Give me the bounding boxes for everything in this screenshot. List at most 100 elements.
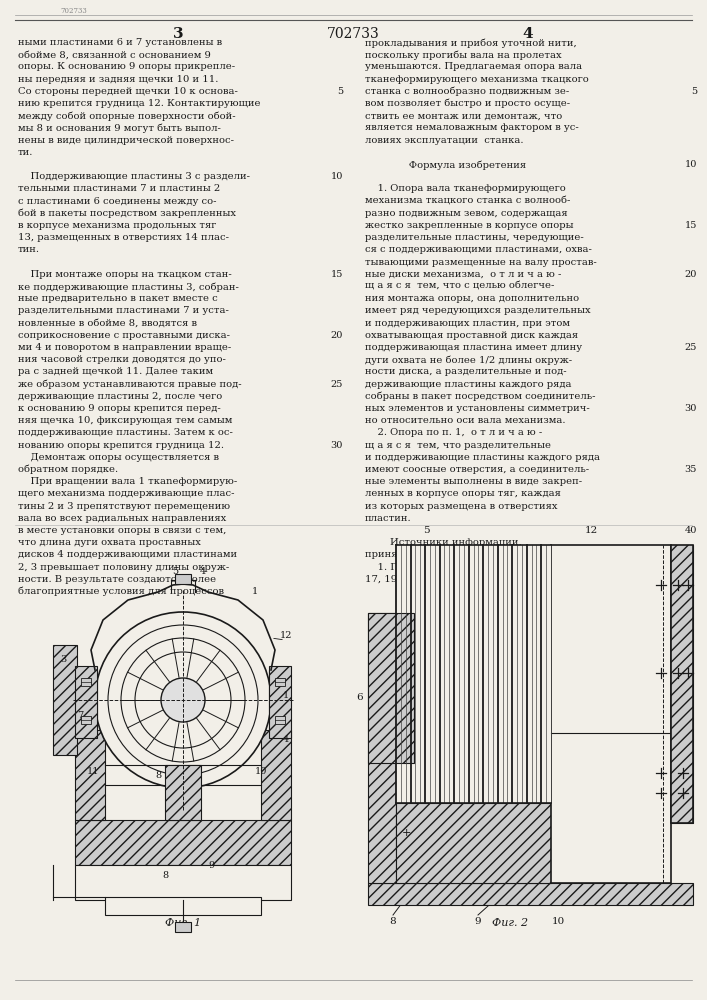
Text: 15: 15 (331, 270, 343, 279)
Text: разделительные пластины, чередующие-: разделительные пластины, чередующие- (365, 233, 584, 242)
Text: 30: 30 (331, 441, 343, 450)
Bar (368, 883, 693, 905)
Text: ны передняя и задняя щечки 10 и 11.: ны передняя и задняя щечки 10 и 11. (18, 75, 218, 84)
Bar (671, 545, 693, 823)
Text: 4: 4 (200, 568, 206, 576)
Text: и поддерживающие пластины каждого ряда: и поддерживающие пластины каждого ряда (365, 453, 600, 462)
Text: 5: 5 (423, 526, 429, 535)
Text: 12: 12 (280, 631, 292, 640)
Text: щ а я с я  тем, что разделительные: щ а я с я тем, что разделительные (365, 441, 551, 450)
Bar (77, 670, 97, 730)
Text: 10: 10 (684, 160, 697, 169)
Bar (396, 545, 551, 803)
Text: При вращении вала 1 ткaneформирую-: При вращении вала 1 ткaneформирую- (18, 477, 238, 486)
Text: 9: 9 (474, 917, 481, 926)
Bar (75, 865, 291, 900)
Text: тины 2 и 3 препятствуют перемещению: тины 2 и 3 препятствуют перемещению (18, 502, 230, 511)
Text: жестко закрепленные в корпусе опоры: жестко закрепленные в корпусе опоры (365, 221, 573, 230)
Text: 5: 5 (172, 568, 178, 576)
Text: 30: 30 (684, 404, 697, 413)
Text: 13, размещенных в отверстиях 14 плас-: 13, размещенных в отверстиях 14 плас- (18, 233, 229, 242)
Text: 702733: 702733 (327, 27, 380, 41)
Text: обойме 8, связанной с основанием 9: обойме 8, связанной с основанием 9 (18, 50, 211, 59)
Text: ния часовой стрелки доводятся до упо-: ния часовой стрелки доводятся до упо- (18, 355, 226, 364)
Text: ти.: ти. (18, 148, 33, 157)
Bar (261, 730, 291, 820)
Bar (53, 645, 77, 755)
Bar (81, 678, 91, 686)
Text: имеет ряд чередующихся разделительных: имеет ряд чередующихся разделительных (365, 306, 590, 315)
Text: к основанию 9 опоры крепится перед-: к основанию 9 опоры крепится перед- (18, 404, 221, 413)
Text: 4: 4 (283, 736, 289, 744)
Text: ствить ее монтаж или демонтаж, что: ствить ее монтаж или демонтаж, что (365, 111, 562, 120)
Text: нены в виде цилиндрической поверхнос-: нены в виде цилиндрической поверхнос- (18, 136, 234, 145)
Bar (105, 897, 261, 915)
Text: ные предварительно в пакет вместе с: ные предварительно в пакет вместе с (18, 294, 218, 303)
Circle shape (95, 612, 271, 788)
Text: охватывающая проставной диск каждая: охватывающая проставной диск каждая (365, 331, 578, 340)
Text: с пластинами 6 соединены между со-: с пластинами 6 соединены между со- (18, 197, 216, 206)
Text: ленных в корпусе опоры тяг, каждая: ленных в корпусе опоры тяг, каждая (365, 489, 561, 498)
Text: 10: 10 (551, 917, 565, 926)
Text: +: + (402, 828, 411, 838)
Text: же образом устанавливаются правые под-: же образом устанавливаются правые под- (18, 380, 242, 389)
Text: ке поддерживающие пластины 3, собран-: ке поддерживающие пластины 3, собран- (18, 282, 239, 292)
Text: 2. Опора по п. 1,  о т л и ч а ю -: 2. Опора по п. 1, о т л и ч а ю - (365, 428, 542, 437)
Text: 25: 25 (331, 380, 343, 389)
Text: вала во всех радиальных направлениях: вала во всех радиальных направлениях (18, 514, 226, 523)
Text: ловиях эксплуатации  станка.: ловиях эксплуатации станка. (365, 136, 523, 145)
Text: станка с волнообразно подвижным зе-: станка с волнообразно подвижным зе- (365, 87, 569, 96)
Bar (269, 670, 289, 730)
Text: ми 4 и поворотом в направлении враще-: ми 4 и поворотом в направлении враще- (18, 343, 231, 352)
Text: 20: 20 (331, 331, 343, 340)
Text: в корпусе механизма продольных тяг: в корпусе механизма продольных тяг (18, 221, 216, 230)
Text: имеют соосные отверстия, а соединитель-: имеют соосные отверстия, а соединитель- (365, 465, 589, 474)
Bar (551, 545, 671, 883)
Text: ные диски механизма,  о т л и ч а ю -: ные диски механизма, о т л и ч а ю - (365, 270, 561, 279)
Text: ности. В результате создаются более: ности. В результате создаются более (18, 575, 216, 584)
Bar (368, 613, 414, 763)
Text: дуги охвата не более 1/2 длины окруж-: дуги охвата не более 1/2 длины окруж- (365, 355, 572, 365)
Text: 6: 6 (357, 694, 363, 702)
Text: держивающие пластины 2, после чего: держивающие пластины 2, после чего (18, 392, 222, 401)
Text: 5: 5 (691, 87, 697, 96)
Text: тельными пластинами 7 и пластины 2: тельными пластинами 7 и пластины 2 (18, 184, 221, 193)
Text: 8: 8 (155, 770, 161, 780)
Text: 35: 35 (684, 465, 697, 474)
Text: 2, 3 превышает половину длины окруж-: 2, 3 превышает половину длины окруж- (18, 563, 229, 572)
Text: собраны в пакет посредством соединитель-: собраны в пакет посредством соединитель- (365, 392, 595, 401)
Text: 40: 40 (684, 526, 697, 535)
Text: 12: 12 (585, 526, 597, 535)
Text: но относительно оси вала механизма.: но относительно оси вала механизма. (365, 416, 566, 425)
Text: прокладывания и прибоя уточной нити,: прокладывания и прибоя уточной нити, (365, 38, 577, 47)
Bar (75, 820, 291, 865)
Text: тин.: тин. (18, 245, 40, 254)
Text: ными пластинами 6 и 7 установлены в: ными пластинами 6 и 7 установлены в (18, 38, 222, 47)
Text: вом позволяет быстро и просто осуще-: вом позволяет быстро и просто осуще- (365, 99, 570, 108)
Text: ния монтажа опоры, она дополнительно: ния монтажа опоры, она дополнительно (365, 294, 579, 303)
Text: благоприятные условия для процессов: благоприятные условия для процессов (18, 587, 224, 596)
Text: 7: 7 (77, 710, 83, 720)
Text: разделительными пластинами 7 и уста-: разделительными пластинами 7 и уста- (18, 306, 229, 315)
Text: бой в пакеты посредством закрепленных: бой в пакеты посредством закрепленных (18, 209, 236, 218)
Bar (671, 545, 693, 823)
Bar (175, 922, 191, 932)
Text: щего механизма поддерживающие плас-: щего механизма поддерживающие плас- (18, 489, 235, 498)
Text: 1: 1 (283, 690, 289, 700)
Text: поддерживающая пластина имеет длину: поддерживающая пластина имеет длину (365, 343, 582, 352)
Text: является немаловажным фактором в ус-: является немаловажным фактором в ус- (365, 123, 579, 132)
Bar (269, 666, 291, 738)
Text: 15: 15 (684, 221, 697, 230)
Text: 4: 4 (522, 27, 533, 41)
Text: соприкосновение с проставными диска-: соприкосновение с проставными диска- (18, 331, 230, 340)
Text: 9: 9 (208, 860, 214, 869)
Bar (275, 678, 285, 686)
Bar (275, 716, 285, 724)
Text: Демонтаж опоры осуществляется в: Демонтаж опоры осуществляется в (18, 453, 219, 462)
Text: Формула изобретения: Формула изобретения (365, 160, 526, 169)
Text: Источники информации,: Источники информации, (365, 538, 522, 547)
Text: и поддерживающих пластин, при этом: и поддерживающих пластин, при этом (365, 319, 570, 328)
Text: Поддерживающие пластины 3 с раздели-: Поддерживающие пластины 3 с раздели- (18, 172, 250, 181)
Text: разно подвижным зевом, содержащая: разно подвижным зевом, содержащая (365, 209, 568, 218)
Text: щ а я с я  тем, что с целью облегче-: щ а я с я тем, что с целью облегче- (365, 282, 554, 291)
